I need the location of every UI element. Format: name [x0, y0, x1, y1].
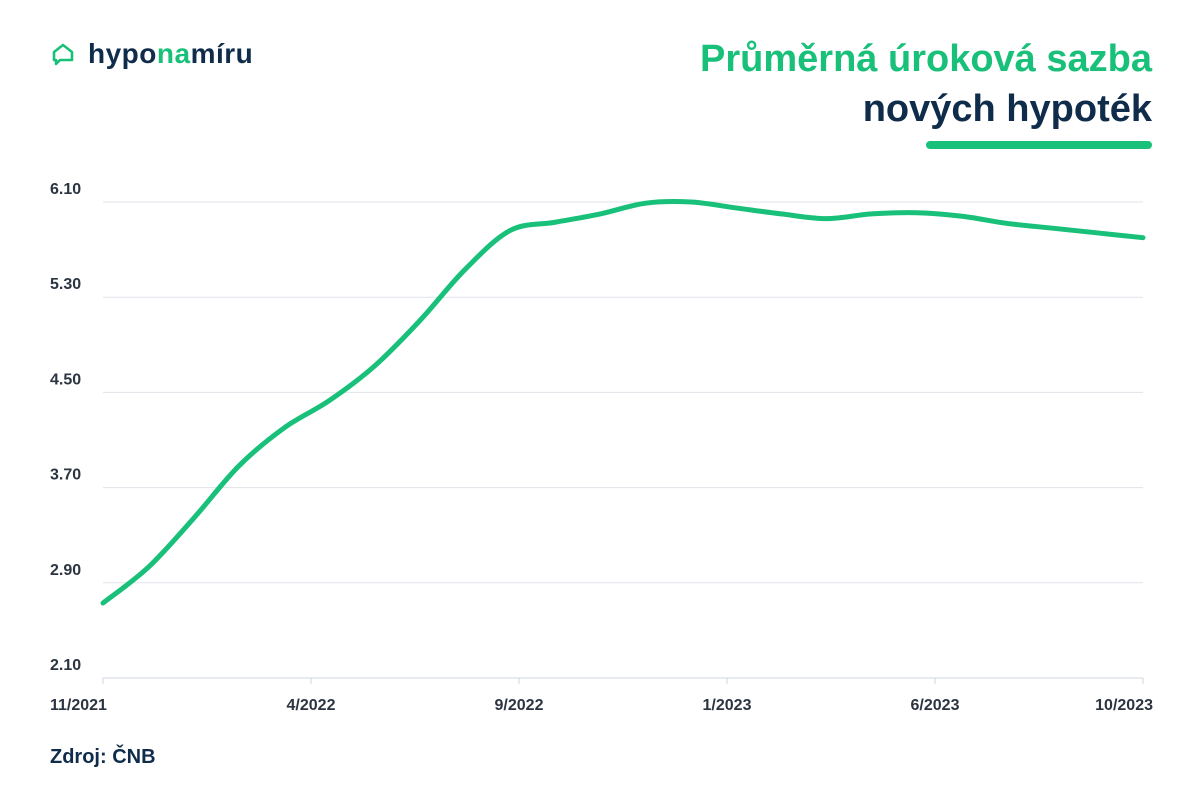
- x-tick-label: 10/2023: [1095, 697, 1153, 714]
- brand-name-part2: na: [156, 38, 191, 69]
- title-underline: [926, 141, 1152, 149]
- x-tick-label: 4/2022: [287, 697, 336, 714]
- chart-title-line1: Průměrná úroková sazba: [700, 38, 1152, 80]
- y-tick-label: 5.30: [50, 276, 81, 293]
- y-tick-label: 2.10: [50, 657, 81, 674]
- brand-name-part1: hypo: [88, 38, 157, 69]
- y-tick-label: 2.90: [50, 562, 81, 579]
- chart-title: Průměrná úroková sazba nových hypoték: [700, 34, 1152, 134]
- house-chat-icon: [52, 43, 74, 66]
- y-tick-label: 3.70: [50, 467, 81, 484]
- y-tick-label: 6.10: [50, 181, 81, 198]
- x-tick-label: 1/2023: [703, 697, 752, 714]
- brand-logo[interactable]: hyponamíru: [50, 40, 253, 68]
- y-tick-label: 4.50: [50, 371, 81, 388]
- x-tick-label: 11/2021: [50, 697, 107, 714]
- x-tick-label: 9/2022: [495, 697, 544, 714]
- series-line: [100, 199, 1146, 606]
- chart-title-line2: nových hypoték: [862, 88, 1152, 130]
- x-tick-label: 6/2023: [911, 697, 960, 714]
- brand-name: hyponamíru: [88, 40, 253, 68]
- source-note: Zdroj: ČNB: [50, 746, 156, 768]
- brand-name-part3: míru: [190, 38, 254, 69]
